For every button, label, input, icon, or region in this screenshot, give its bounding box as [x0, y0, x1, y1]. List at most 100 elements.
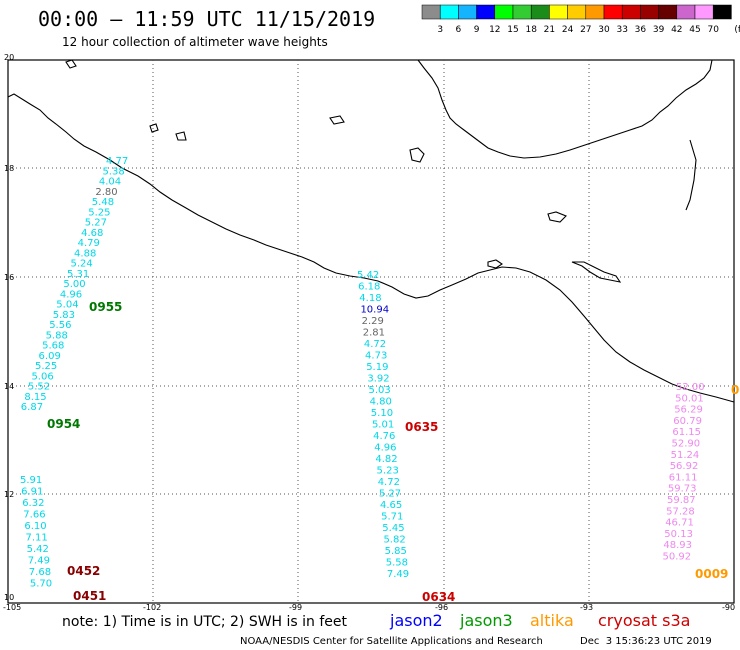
- track-value: 57.28: [666, 506, 695, 517]
- track-value: 5.24: [71, 259, 93, 270]
- legend-swatch: [567, 4, 587, 20]
- track-value: 5.04: [56, 300, 78, 311]
- track-value: 5.27: [85, 218, 107, 229]
- track-value: 6.18: [358, 282, 380, 293]
- track-value: 7.11: [26, 533, 48, 544]
- footer-credit: NOAA/NESDIS Center for Satellite Applica…: [240, 636, 543, 647]
- track-value: 2.80: [95, 187, 117, 198]
- track-value: 5.85: [385, 546, 407, 557]
- track-value: 5.42: [27, 544, 49, 555]
- track-value: 48.93: [663, 540, 692, 551]
- axis-ticks: -105 -102 -99 -96 -93 -90 20 18 16 14 12…: [3, 53, 735, 612]
- track-value: 5.82: [383, 535, 405, 546]
- legend-tick-label: 45: [689, 25, 700, 35]
- track-value: 5.91: [20, 475, 42, 486]
- legend-tick-label: 42: [671, 25, 682, 35]
- legend-swatch: [658, 4, 678, 20]
- track-value: 4.88: [74, 248, 96, 259]
- track-value: 4.18: [359, 293, 381, 304]
- track-value: 6.32: [22, 498, 44, 509]
- island-isthmus: [487, 259, 503, 269]
- legend-tick-label: 12: [489, 25, 500, 35]
- x-tick-label: -96: [435, 603, 448, 612]
- track-value: 4.04: [99, 177, 121, 188]
- legend-swatch: [476, 4, 496, 20]
- island-gulf-3: [329, 115, 345, 125]
- legend-tick-label: 70: [707, 25, 719, 35]
- legend-tick-label: 3: [437, 25, 443, 35]
- x-tick-label: -102: [143, 603, 161, 612]
- track-value: 50.01: [675, 393, 704, 404]
- track-value: 5.01: [372, 420, 394, 431]
- track-value: 59.87: [667, 495, 696, 506]
- track-value: 8.15: [24, 392, 46, 403]
- legend-tick-label: 36: [635, 25, 647, 35]
- track-value: 5.70: [30, 579, 52, 590]
- y-tick-label: 20: [4, 53, 14, 62]
- legend-tick-label: 21: [544, 25, 555, 35]
- track-value: 4.77: [106, 156, 128, 167]
- legend-swatch: [712, 4, 732, 20]
- legend-swatch: [439, 4, 459, 20]
- track-value: 51.24: [671, 450, 700, 461]
- track-value: 2.29: [362, 316, 384, 327]
- legend-swatch: [676, 4, 696, 20]
- track-value: 5.19: [366, 362, 388, 373]
- track-value: 4.76: [373, 431, 395, 442]
- legend-swatch: [640, 4, 659, 20]
- legend-tick-label: 30: [598, 25, 610, 35]
- track-value: 4.96: [60, 289, 82, 300]
- altimeter-tracks: 4.775.384.042.805.485.255.274.684.794.88…: [20, 156, 705, 590]
- x-tick-label: -105: [3, 603, 21, 612]
- legend-swatch: [421, 4, 441, 20]
- track-value: 5.10: [371, 408, 393, 419]
- coastline-yucatan-east: [685, 139, 697, 211]
- legend-swatch: [458, 4, 477, 20]
- track-value: 4.65: [380, 500, 402, 511]
- coastline: [7, 59, 735, 403]
- track-value: 5.03: [369, 385, 391, 396]
- y-tick-label: 12: [4, 490, 14, 499]
- satellite-jason2: jason2: [389, 611, 443, 630]
- track-value: 61.15: [672, 427, 701, 438]
- island-gulf-4: [65, 59, 77, 69]
- footer-timestamp: Dec 3 15:36:23 UTC 2019: [580, 636, 712, 647]
- y-tick-label: 18: [4, 164, 14, 173]
- track-value: 56.29: [674, 405, 703, 416]
- legend-swatch: [585, 4, 605, 20]
- pass-time-label: 0452: [67, 564, 100, 578]
- page-title: 00:00 – 11:59 UTC 11/15/2019: [38, 7, 375, 31]
- track-value: 5.25: [88, 207, 110, 218]
- track-value: 50.92: [663, 552, 692, 563]
- island-gulf-2: [175, 131, 187, 141]
- pass-time-label: 0451: [73, 589, 106, 603]
- track-value: 6.10: [24, 521, 46, 532]
- x-tick-label: -90: [722, 603, 735, 612]
- legend-swatch: [621, 4, 641, 20]
- track-value: 7.49: [387, 569, 409, 580]
- track-value: 7.66: [23, 510, 45, 521]
- track-value: 52.90: [672, 439, 701, 450]
- legend-swatch: [549, 4, 568, 20]
- island-gulf-1: [149, 123, 159, 133]
- legend-tick-label: 18: [525, 25, 537, 35]
- legend-swatch: [603, 4, 623, 20]
- track-value: 56.92: [670, 461, 699, 472]
- track-value: 5.71: [381, 512, 403, 523]
- legend-tick-label: 39: [653, 25, 665, 35]
- track-value: 5.45: [382, 523, 404, 534]
- track-value: 3.92: [367, 374, 389, 385]
- coastline-pacific: [7, 93, 735, 403]
- track-value: 59.73: [668, 484, 697, 495]
- track-value: 4.96: [374, 443, 396, 454]
- track-value: 5.58: [386, 558, 408, 569]
- track-value: 6.09: [39, 351, 61, 362]
- track-value: 2.81: [363, 328, 385, 339]
- legend-tick-label: 9: [474, 25, 480, 35]
- track-value: 5.27: [379, 489, 401, 500]
- pass-time-label: 0635: [405, 420, 438, 434]
- legend-tick-label: 15: [507, 25, 518, 35]
- track-value: 10.94: [360, 305, 389, 316]
